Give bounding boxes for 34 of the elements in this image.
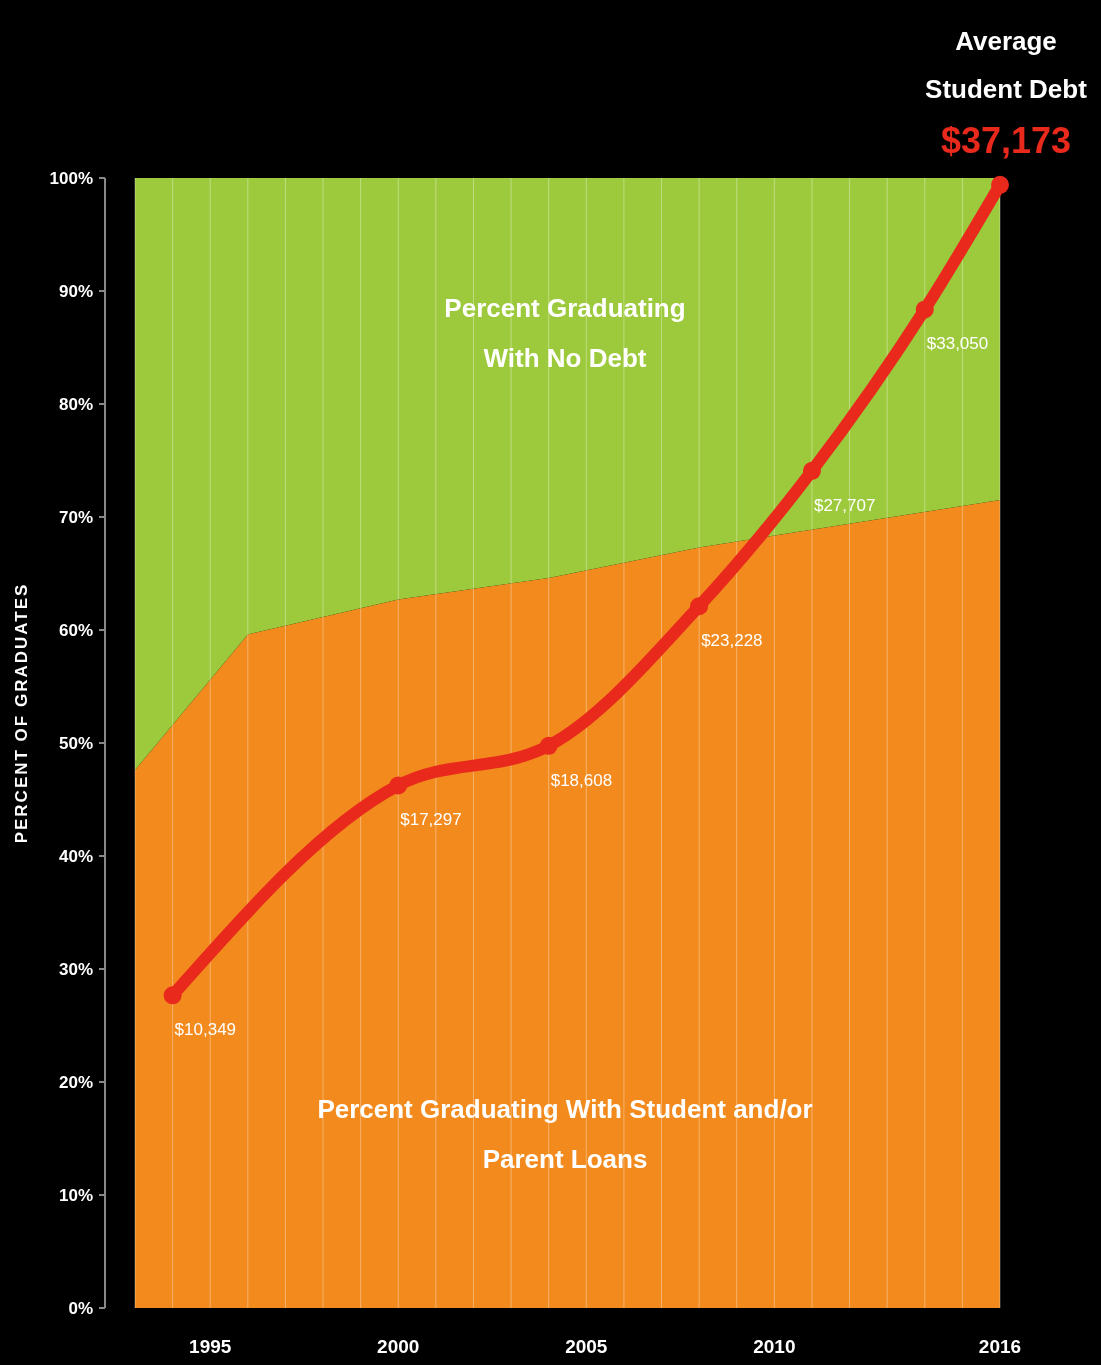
series-label: Percent Graduating With Student and/or Parent Loans bbox=[317, 1094, 813, 1174]
point bbox=[915, 300, 934, 319]
point bbox=[539, 736, 558, 755]
point bbox=[690, 597, 709, 616]
text: Average Student Debt bbox=[925, 25, 1088, 104]
data-label: $17,297 bbox=[400, 810, 462, 830]
point bbox=[163, 986, 182, 1005]
series-label: Percent Graduating With No Debt bbox=[444, 292, 686, 373]
x-tick-label: 2005 bbox=[565, 1336, 608, 1357]
data-label: $10,349 bbox=[174, 1020, 237, 1040]
x-tick-label: 1995 bbox=[189, 1336, 232, 1357]
y-tick-label: 70% bbox=[58, 507, 93, 527]
y-tick-label: 50% bbox=[58, 733, 93, 753]
y-tick-label: 10% bbox=[58, 1185, 93, 1205]
y-tick-label: 80% bbox=[58, 394, 93, 414]
data-label: $23,228 bbox=[701, 631, 763, 651]
y-tick-label: 30% bbox=[58, 959, 93, 979]
point bbox=[802, 461, 821, 480]
y-tick-label: 60% bbox=[58, 620, 93, 640]
data-label: $27,707 bbox=[813, 495, 876, 515]
y-tick-label: 100% bbox=[49, 168, 93, 188]
y-tick-label: 0% bbox=[68, 1298, 93, 1318]
data-label: $18,608 bbox=[550, 770, 613, 790]
x-tick-label: 2010 bbox=[753, 1336, 796, 1357]
x-tick-label: 2016 bbox=[978, 1336, 1022, 1357]
x-tick-label: 2000 bbox=[377, 1336, 420, 1357]
point bbox=[389, 776, 408, 795]
y-tick-label: 20% bbox=[58, 1072, 93, 1092]
y-axis-title: PERCENT OF GRADUATES bbox=[12, 582, 31, 844]
point bbox=[991, 175, 1009, 194]
data-label: $37,173 bbox=[940, 119, 1072, 161]
y-tick-label: 90% bbox=[58, 281, 93, 301]
y-tick-label: 40% bbox=[58, 846, 93, 866]
data-label: $33,050 bbox=[926, 334, 989, 354]
